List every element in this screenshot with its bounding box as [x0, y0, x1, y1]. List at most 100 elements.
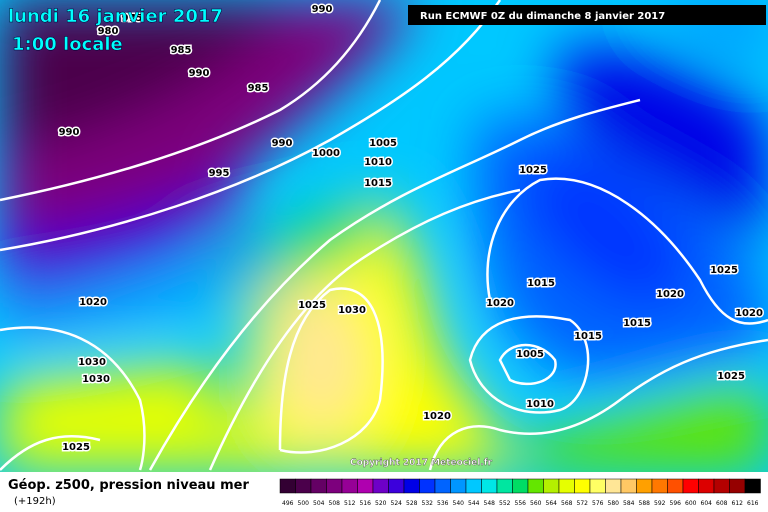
scale-swatch: [543, 478, 560, 494]
isobar-label: 1015: [623, 318, 651, 329]
forecast-time: 1:00 locale: [12, 34, 123, 55]
isobar-label: 1025: [519, 165, 547, 176]
scale-swatch: [558, 478, 575, 494]
scale-label: 540: [453, 500, 465, 507]
scale-swatch: [744, 478, 761, 494]
isobar-label: 1025: [710, 265, 738, 276]
geopotential-field: [0, 0, 768, 472]
scale-label: 592: [654, 500, 666, 507]
scale-swatch: [481, 478, 498, 494]
scale-swatch: [698, 478, 715, 494]
scale-label: 500: [298, 500, 310, 507]
scale-swatch: [279, 478, 296, 494]
scale-label: 504: [313, 500, 325, 507]
isobar-label: 980: [98, 26, 119, 37]
scale-label: 556: [515, 500, 527, 507]
scale-label: 572: [577, 500, 589, 507]
scale-label: 616: [747, 500, 759, 507]
isobar-label: 1020: [79, 297, 107, 308]
scale-swatch: [651, 478, 668, 494]
forecast-date: lundi 16 janvier 2017: [8, 6, 223, 27]
scale-label: 516: [360, 500, 372, 507]
scale-label: 588: [639, 500, 651, 507]
scale-label: 536: [437, 500, 449, 507]
isobar-label: 985: [171, 45, 192, 56]
scale-label: 612: [732, 500, 744, 507]
scale-swatch: [527, 478, 544, 494]
scale-swatch: [620, 478, 637, 494]
scale-label: 512: [344, 500, 356, 507]
scale-swatch: [636, 478, 653, 494]
scale-swatch: [574, 478, 591, 494]
isobar-label: 975: [122, 13, 143, 24]
isobar-label: 1015: [574, 331, 602, 342]
scale-label: 568: [561, 500, 573, 507]
footer-title: Géop. z500, pression niveau mer: [8, 478, 249, 493]
scale-swatch: [388, 478, 405, 494]
run-box: [408, 5, 766, 25]
scale-swatch: [667, 478, 684, 494]
scale-swatch: [496, 478, 513, 494]
isobar-label: 1015: [364, 178, 392, 189]
scale-swatch: [295, 478, 312, 494]
scale-label: 544: [468, 500, 480, 507]
scale-label: 508: [329, 500, 341, 507]
isobar-label: 1025: [298, 300, 326, 311]
isobar-label: 990: [312, 4, 333, 15]
isobar-label: 990: [272, 138, 293, 149]
run-info: Run ECMWF 0Z du dimanche 8 janvier 2017: [420, 11, 665, 22]
isobars: [0, 0, 768, 471]
scale-swatch: [372, 478, 389, 494]
scale-label: 552: [499, 500, 511, 507]
scale-label: 496: [282, 500, 294, 507]
forecast-lead: (+192h): [14, 496, 56, 507]
scale-swatch: [341, 478, 358, 494]
isobar-label: 1020: [423, 411, 451, 422]
isobar-label: 1020: [656, 289, 684, 300]
isobar-label: 1000: [312, 148, 340, 159]
scale-swatch: [512, 478, 529, 494]
scale-swatch: [403, 478, 420, 494]
scale-swatch: [465, 478, 482, 494]
scale-swatch: [589, 478, 606, 494]
scale-label: 576: [592, 500, 604, 507]
scale-swatch: [450, 478, 467, 494]
scale-swatch: [419, 478, 436, 494]
scale-label: 528: [406, 500, 418, 507]
scale-label: 584: [623, 500, 635, 507]
scale-label: 524: [391, 500, 403, 507]
scale-label: 532: [422, 500, 434, 507]
isobar-label: 1020: [735, 308, 763, 319]
scale-label: 548: [484, 500, 496, 507]
isobar-label: 995: [209, 168, 230, 179]
scale-label: 596: [670, 500, 682, 507]
scale-swatch: [713, 478, 730, 494]
isobar-label: 1005: [369, 138, 397, 149]
isobar-label: 1025: [717, 371, 745, 382]
isobar-label: 1005: [516, 349, 544, 360]
isobar-label: 1020: [486, 298, 514, 309]
isobar-label: 1030: [338, 305, 366, 316]
scale-label: 604: [701, 500, 713, 507]
color-scale: 496 500 504 508 512 516 520 524 528 532 536 540 544 5…: [279, 478, 761, 507]
scale-swatch: [310, 478, 327, 494]
isobar-label: 1010: [364, 157, 392, 168]
isobar-label: 1015: [527, 278, 555, 289]
scale-swatch: [357, 478, 374, 494]
isobar-label: 990: [189, 68, 210, 79]
scale-label: 560: [530, 500, 542, 507]
scale-swatch: [434, 478, 451, 494]
isobar-label: 1010: [526, 399, 554, 410]
scale-swatch: [326, 478, 343, 494]
isobar-label: 985: [248, 83, 269, 94]
scale-swatch: [729, 478, 746, 494]
copyright: Copyright 2017 Meteociel.fr: [350, 458, 493, 468]
isobar-label: 1025: [62, 442, 90, 453]
scale-label: 520: [375, 500, 387, 507]
scale-label: 600: [685, 500, 697, 507]
isobar-label: 1030: [78, 357, 106, 368]
scale-swatch: [605, 478, 622, 494]
isobar-label: 990: [59, 127, 80, 138]
